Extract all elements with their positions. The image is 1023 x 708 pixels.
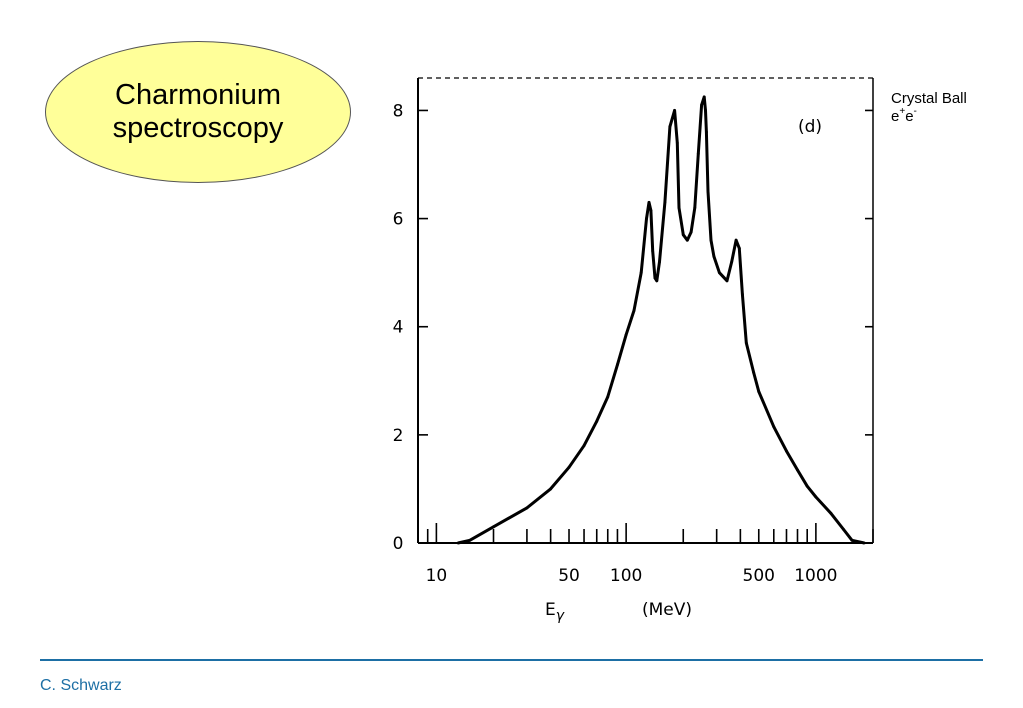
- spectrum-point: [655, 279, 659, 283]
- spectrum-point: [616, 363, 619, 366]
- spectrum-point: [689, 230, 693, 234]
- annotation-sup2: -: [913, 106, 917, 117]
- spectrum-point: [785, 449, 788, 453]
- footer-divider: [40, 659, 983, 661]
- x-tick-label: 1000: [794, 566, 837, 586]
- x-axis-symbol: E: [545, 600, 556, 620]
- spectrum-point: [704, 109, 707, 112]
- spectrum-point: [639, 271, 643, 275]
- annotation-mid: e: [905, 108, 914, 125]
- spectrum-point: [696, 152, 700, 156]
- spectrum-point: [456, 541, 460, 545]
- spectrum-point: [624, 333, 628, 337]
- spectrum-point: [663, 200, 667, 204]
- x-axis-label: Eγ: [545, 600, 565, 624]
- spectrum-point: [709, 238, 713, 242]
- spectrum-point: [741, 292, 744, 296]
- spectrum-point: [712, 255, 716, 258]
- y-tick-label: 4: [393, 318, 404, 338]
- spectrum-point: [468, 538, 472, 542]
- x-tick-label: 10: [426, 566, 448, 586]
- annotation-line1: Crystal Ball: [891, 90, 967, 107]
- x-tick-label: 50: [558, 566, 580, 586]
- spectrum-point: [829, 511, 833, 515]
- spectrum-point: [772, 425, 776, 429]
- footer-author: C. Schwarz: [40, 677, 122, 694]
- spectrum-point: [677, 206, 681, 210]
- chart-axes: [417, 77, 874, 544]
- spectrum-point: [658, 260, 661, 264]
- spectrum-point: [582, 444, 586, 448]
- spectrum-point: [649, 209, 653, 212]
- spectrum-point: [757, 390, 761, 394]
- spectrum-point: [850, 538, 854, 542]
- spectrum-point: [702, 95, 706, 99]
- spectrum-line: [457, 95, 865, 545]
- spectrum-point: [706, 190, 710, 193]
- y-tick-label: 8: [393, 101, 404, 121]
- spectrum-point: [606, 395, 610, 399]
- y-tick-label: 6: [393, 210, 404, 230]
- chart-tick-labels: 10 50 100 500 1000 0 2 4 6 8: [393, 101, 838, 586]
- spectrum-point: [647, 200, 651, 204]
- spectrum-point: [717, 271, 721, 275]
- slide-title-line2: spectroscopy: [112, 112, 284, 144]
- spectrum-point: [744, 341, 748, 345]
- spectrum-point: [734, 238, 738, 242]
- panel-label: (d): [798, 117, 822, 137]
- spectrum-point: [567, 465, 571, 469]
- spectrum-point: [653, 276, 657, 280]
- spectrum-point: [737, 246, 741, 250]
- chart-ticks: [417, 109, 874, 544]
- spectrum-point: [549, 487, 553, 491]
- x-axis-subscript: γ: [556, 608, 565, 624]
- spectrum-point: [651, 249, 655, 253]
- spectrum-point: [685, 238, 689, 242]
- spectrum-point: [862, 541, 866, 545]
- spectrum-point: [700, 103, 704, 107]
- spectrum-point: [525, 506, 529, 510]
- x-tick-label: 500: [743, 566, 775, 586]
- slide-title-line1: Charmonium: [115, 79, 281, 111]
- y-tick-label: 2: [393, 426, 404, 446]
- spectrum-point: [632, 309, 636, 312]
- spectrum-point: [730, 260, 734, 264]
- spectrum-point: [805, 484, 809, 488]
- spectrum-point: [595, 419, 599, 423]
- x-tick-label: 100: [610, 566, 642, 586]
- experiment-annotation: Crystal Ball e+e-: [891, 90, 967, 126]
- annotation-line2: e+e-: [891, 106, 967, 126]
- spectrum-point: [681, 233, 685, 237]
- annotation-base: e: [891, 108, 900, 125]
- spectrum-point: [675, 141, 679, 145]
- spectrum-point: [814, 495, 818, 499]
- x-axis-unit: (MeV): [642, 600, 692, 620]
- spectrum-point: [668, 125, 672, 129]
- spectrum-point: [725, 279, 729, 283]
- spectrum-point: [842, 528, 846, 531]
- spectrum-point: [645, 217, 648, 220]
- spectrum-point: [693, 206, 697, 210]
- spectrum-point: [492, 525, 495, 529]
- y-tick-label: 0: [393, 534, 404, 554]
- spectrum-point: [796, 468, 799, 472]
- chart-series: [456, 95, 866, 545]
- title-ellipse: Charmonium spectroscopy: [45, 41, 351, 183]
- spectrum-point: [673, 109, 676, 112]
- spectrum-point: [752, 371, 756, 375]
- spectrum-point: [705, 130, 708, 134]
- annotation-sup1: +: [899, 106, 906, 117]
